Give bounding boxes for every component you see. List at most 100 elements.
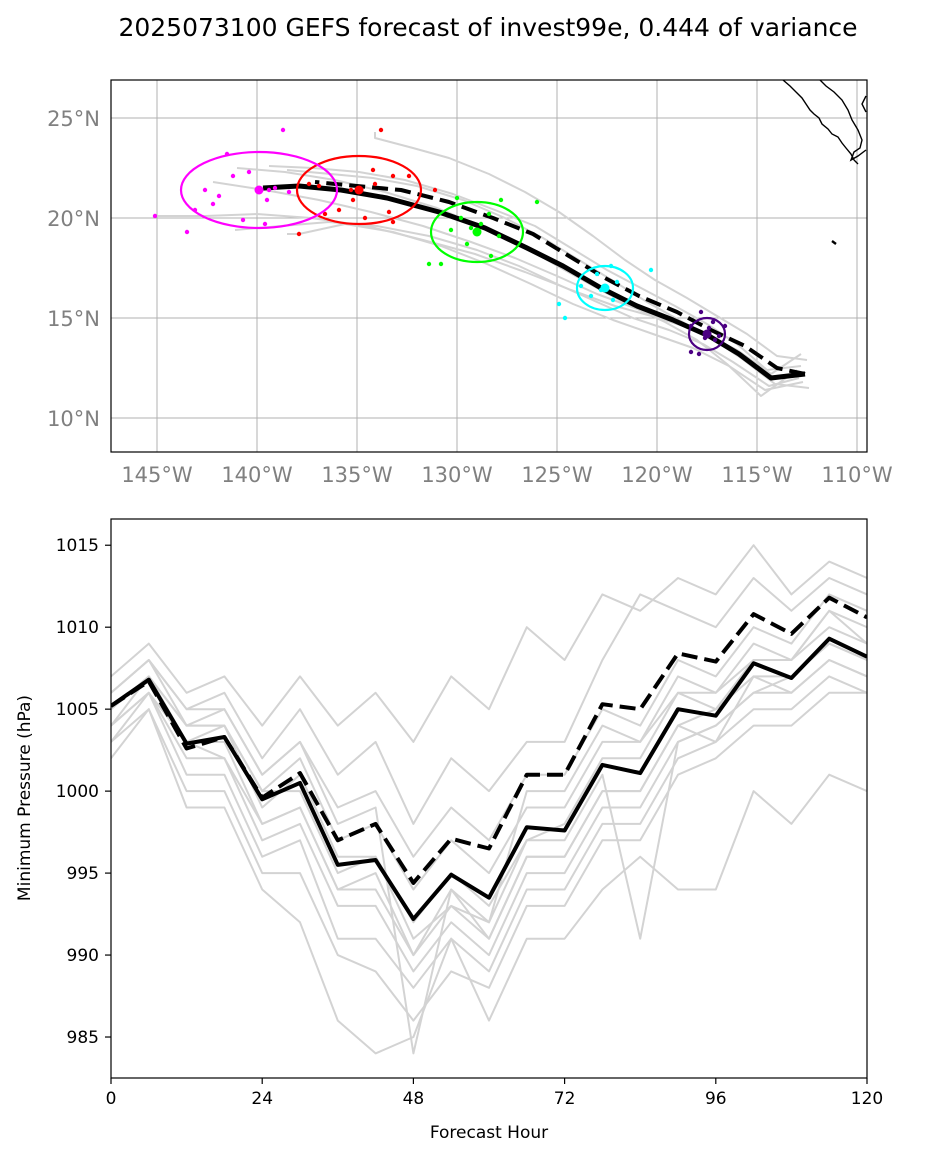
- pressure-frame: [110, 518, 868, 1079]
- hour-96-member-point: [316, 183, 322, 189]
- hour-120-member-point: [246, 169, 252, 175]
- map-x-tick-label: 135°W: [321, 463, 393, 487]
- hour-120-mean-point: [254, 185, 264, 195]
- baja-california-coastline: [782, 80, 859, 165]
- hour-24-member-point: [712, 337, 718, 343]
- x-tick-label: 120: [851, 1089, 883, 1109]
- hour-120-member-point: [202, 187, 208, 193]
- forecast-hour-groups: [152, 127, 728, 357]
- hour-96-member-point: [406, 173, 412, 179]
- map-y-tick-label: 20°N: [47, 207, 100, 231]
- hour-120-member-point: [210, 201, 216, 207]
- y-tick-label: 1015: [56, 536, 99, 556]
- hour-120-member-point: [192, 207, 198, 213]
- hour-48-member-point: [556, 301, 562, 307]
- hour-72-member-point: [478, 221, 484, 227]
- hour-96-member-point: [362, 215, 368, 221]
- hour-72-ellipse: [429, 200, 525, 264]
- hour-96-member-point: [432, 187, 438, 193]
- hour-96-member-point: [386, 209, 392, 215]
- hour-72-member-point: [498, 197, 504, 203]
- mean-pressure-line: [111, 636, 867, 921]
- hour-48-member-point: [562, 315, 568, 321]
- map-x-tick-label: 145°W: [121, 463, 193, 487]
- hour-24-member-point: [706, 325, 712, 331]
- hour-24-mean-point: [702, 329, 712, 339]
- pressure-panel: 0 24 48 72 96 120 985 990 995 1000 1005 1010 1015 Fo…: [15, 518, 883, 1143]
- hour-24-member-point: [710, 319, 716, 325]
- hour-120-member-point: [240, 217, 246, 223]
- hour-24-member-point: [722, 323, 728, 329]
- island-coastline: [831, 240, 837, 245]
- pressure-ensemble-lines: [111, 544, 867, 1055]
- figure-title: 2025073100 GEFS forecast of invest99e, 0…: [118, 13, 857, 42]
- x-axis-label: Forecast Hour: [430, 1123, 548, 1143]
- y-axis-label: Minimum Pressure (hPa): [15, 695, 35, 901]
- y-tick-label: 1010: [56, 618, 99, 638]
- ensemble-pressure-line: [111, 708, 867, 1055]
- hour-96-mean-point: [354, 185, 364, 195]
- hour-96-member-point: [390, 173, 396, 179]
- hour-96-member-point: [378, 127, 384, 133]
- hour-96-member-point: [336, 207, 342, 213]
- track-map-panel: 145°W 140°W 135°W 130°W 125°W 120°W 115°W 110°W…: [47, 79, 893, 487]
- hour-72-member-point: [534, 199, 540, 205]
- hour-24-member-point: [716, 333, 722, 339]
- ensemble-pressure-line: [111, 626, 867, 924]
- hour-48-member-point: [610, 297, 616, 303]
- hour-72-mean-point: [472, 227, 482, 237]
- hour-120-member-point: [286, 189, 292, 195]
- y-tick-label: 1000: [56, 782, 99, 802]
- map-x-tick-label: 130°W: [421, 463, 493, 487]
- pressure-mean-lines: [111, 595, 867, 921]
- map-x-tick-label: 115°W: [721, 463, 793, 487]
- hour-96-member-point: [296, 231, 302, 237]
- hour-120-member-point: [152, 213, 158, 219]
- hour-72-group: [426, 195, 540, 267]
- hour-48-member-point: [648, 267, 654, 273]
- hour-72-member-point: [438, 261, 444, 267]
- hour-24-member-point: [688, 323, 694, 329]
- map-x-tick-label: 110°W: [821, 463, 893, 487]
- hour-120-member-point: [230, 173, 236, 179]
- x-tick-label: 24: [251, 1089, 273, 1109]
- hour-24-ellipse: [687, 316, 727, 352]
- y-tick-label: 990: [67, 946, 99, 966]
- hour-48-ellipse: [575, 264, 635, 312]
- x-tick-label: 48: [403, 1089, 425, 1109]
- hour-120-member-point: [262, 221, 268, 227]
- hour-24-group: [687, 309, 728, 357]
- hour-24-member-point: [698, 309, 704, 315]
- hour-96-member-point: [322, 211, 328, 217]
- hour-48-mean-point: [600, 283, 610, 293]
- map-y-tick-label: 25°N: [47, 107, 100, 131]
- hour-96-member-point: [306, 181, 312, 187]
- hour-96-member-point: [372, 181, 378, 187]
- hour-48-member-point: [588, 293, 594, 299]
- x-tick-label: 96: [705, 1089, 727, 1109]
- hour-72-member-point: [458, 215, 464, 221]
- x-tick-label: 72: [554, 1089, 576, 1109]
- hour-120-member-point: [264, 197, 270, 203]
- hour-96-member-point: [390, 219, 396, 225]
- hour-120-member-point: [216, 193, 222, 199]
- hour-24-member-point: [688, 349, 694, 355]
- coastline: [782, 80, 867, 245]
- y-tick-label: 985: [67, 1028, 99, 1048]
- hour-72-member-point: [468, 225, 474, 231]
- hour-72-member-point: [464, 241, 470, 247]
- hour-72-member-point: [426, 261, 432, 267]
- hour-120-ellipse: [179, 150, 339, 230]
- map-x-tick-label: 125°W: [521, 463, 593, 487]
- map-y-tick-label: 15°N: [47, 307, 100, 331]
- hour-120-member-point: [224, 151, 230, 157]
- hour-120-member-point: [280, 127, 286, 133]
- hour-96-group: [295, 127, 438, 237]
- hour-24-member-point: [696, 351, 702, 357]
- map-frame: [110, 79, 868, 453]
- map-plot-area: [152, 80, 867, 397]
- hour-72-member-point: [454, 195, 460, 201]
- hour-48-member-point: [594, 271, 600, 277]
- mainland-coastline: [819, 80, 867, 162]
- hour-48-member-point: [608, 263, 614, 269]
